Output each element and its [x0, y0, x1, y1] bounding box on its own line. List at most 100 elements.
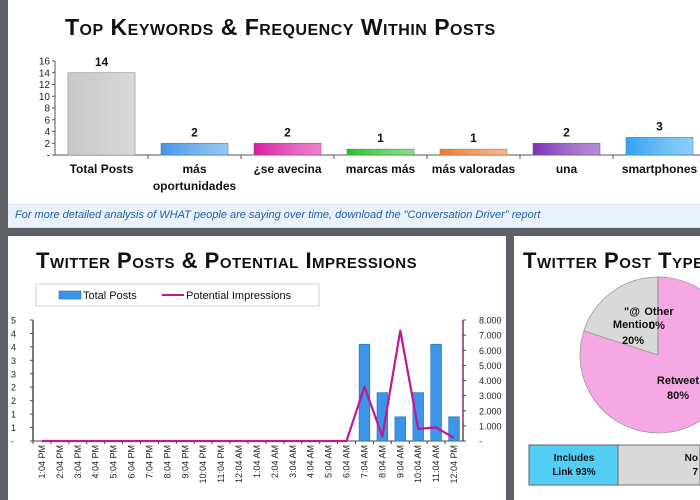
pie-label-other-name: Other: [644, 306, 674, 318]
twitter-x-tick-label: 11:04 PM: [216, 445, 226, 483]
twitter-left-tick-label: 4: [11, 342, 16, 352]
keyword-category-label: marcas más: [346, 162, 416, 176]
twitter-x-tick-label: 6:04 AM: [342, 445, 352, 478]
keywords-y-tick-label: 14: [39, 68, 51, 79]
twitter-x-tick-label: 2:04 AM: [270, 445, 280, 478]
twitter-left-tick-label: 3: [11, 356, 16, 366]
twitter-left-tick-label: 1: [11, 410, 16, 420]
post-type-pie-chart: "@Mention 20% Other 0% Retweet 80% Includes Lin…: [528, 276, 700, 486]
keywords-y-tick-label: -: [47, 151, 50, 162]
twitter-x-tick-label: 8:04 PM: [162, 445, 172, 479]
keywords-y-tick-label: 6: [44, 115, 50, 126]
twitter-x-tick-label: 9:04 PM: [180, 445, 190, 479]
twitter-posts-bar: [358, 343, 371, 442]
keyword-category-label: ¿se avecina: [253, 162, 321, 176]
twitter-x-tick-label: 4:04 AM: [306, 445, 316, 478]
keyword-category-label: Total Posts: [70, 162, 134, 176]
keywords-y-tick-label: 8: [44, 104, 50, 115]
twitter-posts-bar: [448, 416, 460, 442]
keywords-y-tick-label: 2: [44, 139, 50, 150]
twitter-posts-bar: [430, 343, 442, 442]
twitter-left-tick-label: 5: [11, 316, 16, 326]
twitter-posts-chart-title: Twitter Posts & Potential Impressions: [36, 248, 418, 273]
twitter-posts-panel: Twitter Posts & Potential Impressions To…: [8, 236, 506, 500]
twitter-posts-combo-chart: Total Posts Potential Impressions 5 4 4 3 3 2 2 1…: [11, 283, 502, 484]
post-type-chart-title: Twitter Post Type M: [523, 248, 700, 273]
twitter-x-tick-label: 10:04 AM: [413, 445, 423, 483]
legend-total-posts-swatch: [58, 290, 82, 300]
twitter-left-tick-label: 3: [11, 369, 16, 379]
twitter-left-tick-label: 2: [11, 396, 16, 406]
twitter-posts-bar: [394, 416, 406, 442]
report-note-bar: For more detailed analysis of WHAT peopl…: [8, 204, 700, 228]
report-note-text[interactable]: For more detailed analysis of WHAT peopl…: [15, 209, 541, 221]
keyword-value-label: 2: [563, 125, 570, 139]
twitter-x-tick-label: 11:04 AM: [431, 445, 441, 482]
keyword-value-label: 2: [284, 125, 291, 139]
twitter-x-tick-label: 10:04 PM: [198, 445, 208, 484]
keyword-bar-fill: [161, 143, 228, 155]
no-link-value: 7: [692, 467, 698, 478]
twitter-right-tick-label: 1.000: [479, 421, 502, 431]
keywords-y-tick-label: 10: [39, 92, 51, 103]
keyword-value-label: 14: [95, 55, 109, 69]
twitter-x-tick-label: 5:04 PM: [109, 445, 119, 479]
twitter-posts-bar: [412, 392, 424, 442]
twitter-x-tick-label: 7:04 PM: [144, 445, 154, 479]
keywords-y-tick-label: 16: [39, 57, 51, 68]
keyword-category-label: más valoradas: [432, 162, 516, 176]
includes-link-value: Link 93%: [552, 467, 595, 478]
twitter-left-tick-label: 2: [11, 383, 16, 393]
twitter-x-tick-label: 8:04 AM: [377, 445, 387, 478]
twitter-x-tick-label: 5:04 AM: [324, 445, 334, 478]
twitter-left-tick-label: -: [11, 437, 14, 447]
pie-slice-mention: [583, 276, 659, 356]
keyword-category-label: oportunidades: [153, 179, 237, 193]
keyword-category-label: una: [556, 162, 578, 176]
twitter-posts-bar: [376, 392, 389, 442]
legend-impressions-label: Potential Impressions: [186, 290, 292, 302]
twitter-x-tick-label: 3:04 AM: [288, 445, 298, 478]
post-type-panel: Twitter Post Type M "@Mention 20% Other 0% R…: [514, 236, 700, 500]
twitter-right-tick-label: 5.000: [479, 361, 502, 371]
keyword-bar-fill: [254, 143, 321, 155]
twitter-right-tick-label: 6.000: [479, 346, 502, 356]
twitter-x-tick-label: 1:04 PM: [37, 445, 47, 479]
twitter-right-tick-label: 7.000: [479, 331, 502, 341]
includes-link-label: Includes: [554, 453, 595, 464]
twitter-left-tick-label: 1: [11, 423, 16, 433]
twitter-x-tick-label: 1:04 AM: [252, 445, 262, 478]
twitter-right-tick-label: -: [479, 437, 482, 447]
pie-label-retweet-value: 80%: [667, 390, 689, 402]
pie-label-mention-prefix: "@: [624, 306, 640, 318]
pie-label-other-value: 0%: [649, 320, 665, 332]
keyword-bar-fill: [533, 143, 600, 155]
keywords-panel: Top Keywords & Frequency Within Posts 16…: [8, 0, 700, 228]
pie-label-mention-value: 20%: [622, 335, 644, 347]
twitter-right-tick-label: 3.000: [479, 391, 502, 401]
keyword-value-label: 1: [470, 131, 477, 145]
twitter-x-tick-label: 12:04 PM: [449, 445, 459, 484]
keyword-bar-fill: [68, 72, 135, 155]
twitter-x-tick-label: 12:04 AM: [234, 445, 244, 483]
twitter-x-tick-label: 2:04 PM: [55, 445, 65, 479]
keywords-y-tick-label: 12: [39, 80, 51, 91]
keyword-value-label: 2: [191, 125, 198, 139]
pie-label-mention-name: Mention: [613, 319, 655, 331]
pie-label-retweet-name: Retweet: [657, 375, 700, 387]
potential-impressions-line: [41, 329, 455, 443]
twitter-x-tick-label: 7:04 AM: [359, 445, 369, 478]
no-link-label: No: [685, 453, 698, 464]
twitter-left-tick-label: 4: [11, 329, 16, 339]
keyword-value-label: 3: [656, 119, 663, 133]
twitter-right-tick-label: 4.000: [479, 376, 502, 386]
keyword-category-label: smartphones: [622, 162, 698, 176]
keyword-value-label: 1: [377, 131, 384, 145]
keyword-bar-fill: [626, 137, 693, 155]
twitter-x-tick-label: 4:04 PM: [91, 445, 101, 479]
keyword-bar-fill: [347, 149, 414, 155]
twitter-x-tick-label: 6:04 PM: [127, 445, 137, 479]
twitter-right-tick-label: 8.000: [479, 316, 502, 326]
twitter-x-tick-label: 3:04 PM: [73, 445, 83, 479]
